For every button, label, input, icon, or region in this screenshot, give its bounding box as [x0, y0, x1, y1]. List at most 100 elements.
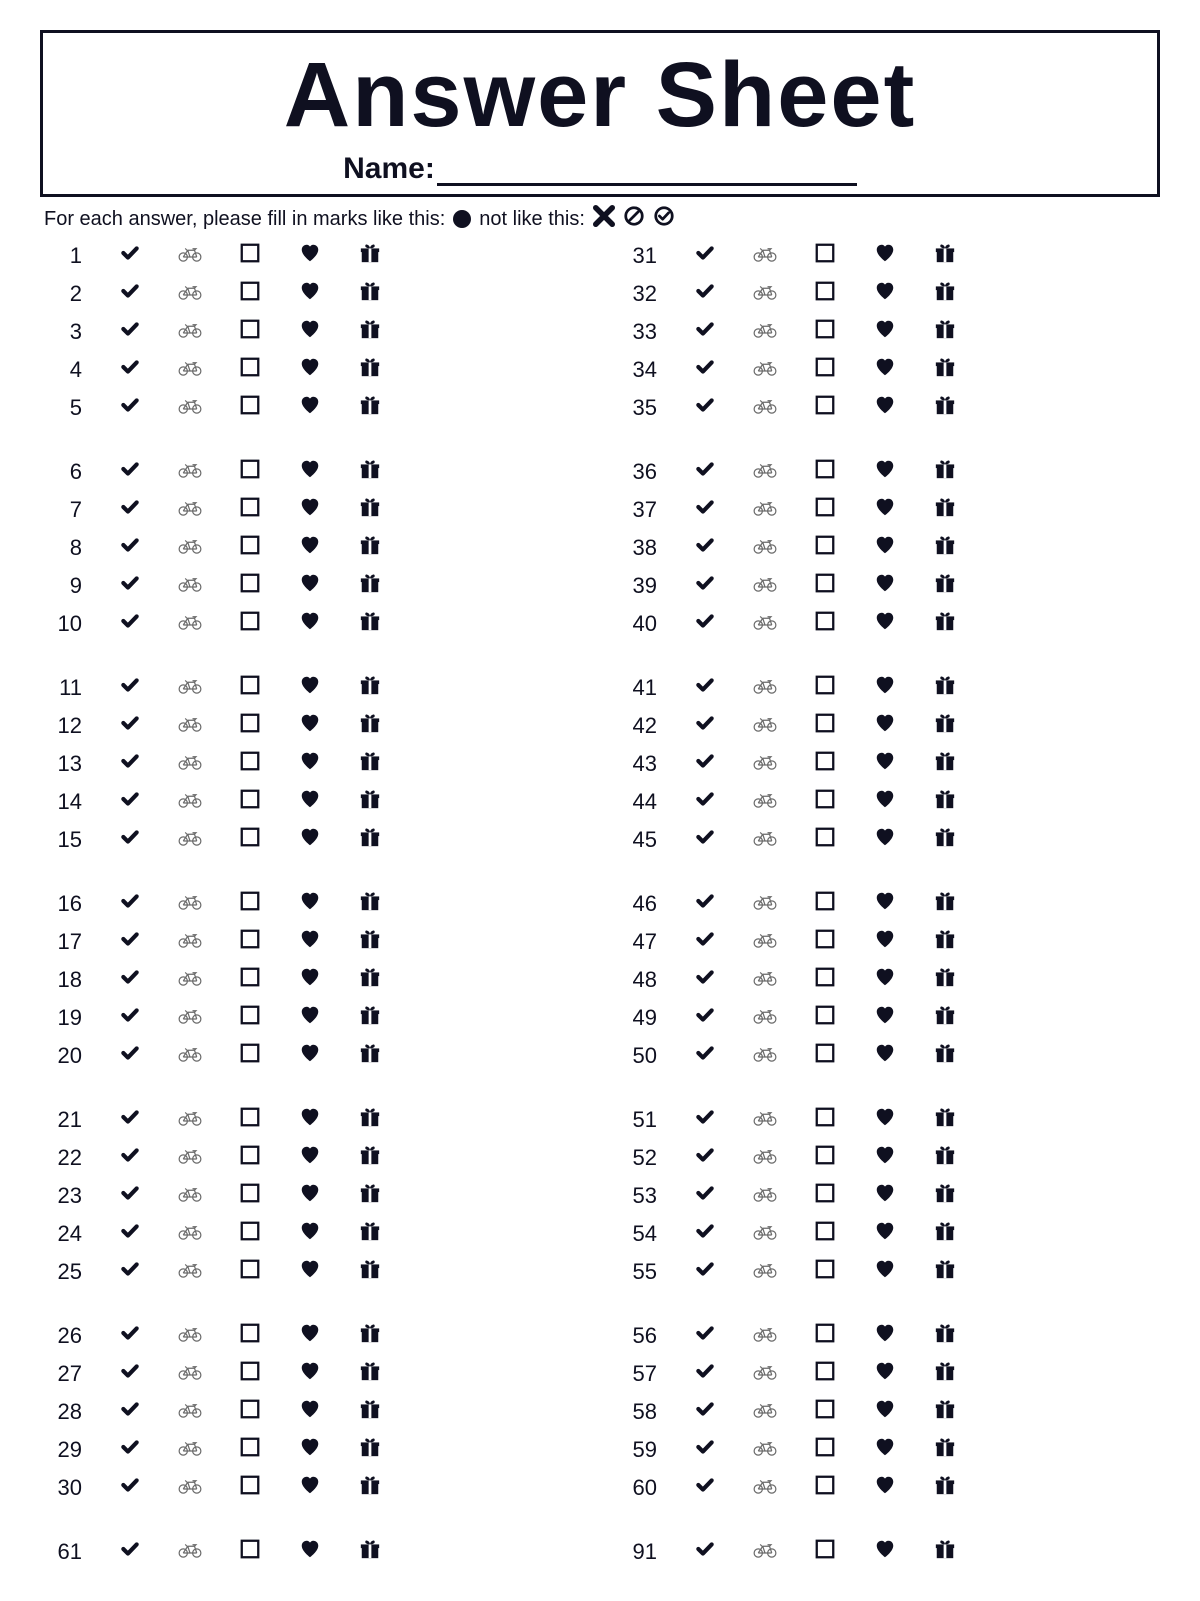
option-box-icon[interactable] [220, 788, 280, 816]
option-bike-icon[interactable] [160, 1221, 220, 1247]
option-bike-icon[interactable] [160, 1475, 220, 1501]
option-check-icon[interactable] [100, 751, 160, 777]
option-box-icon[interactable] [220, 1360, 280, 1388]
option-box-icon[interactable] [795, 1182, 855, 1210]
option-heart-icon[interactable] [855, 966, 915, 994]
option-box-icon[interactable] [795, 496, 855, 524]
option-box-icon[interactable] [795, 890, 855, 918]
option-check-icon[interactable] [100, 573, 160, 599]
option-gift-icon[interactable] [340, 928, 400, 956]
option-bike-icon[interactable] [735, 1107, 795, 1133]
option-bike-icon[interactable] [735, 1183, 795, 1209]
option-heart-icon[interactable] [280, 674, 340, 702]
option-check-icon[interactable] [100, 1539, 160, 1565]
option-bike-icon[interactable] [735, 1043, 795, 1069]
option-check-icon[interactable] [100, 1475, 160, 1501]
option-check-icon[interactable] [675, 1399, 735, 1425]
option-gift-icon[interactable] [340, 496, 400, 524]
option-heart-icon[interactable] [855, 674, 915, 702]
option-box-icon[interactable] [220, 674, 280, 702]
option-box-icon[interactable] [795, 1106, 855, 1134]
option-gift-icon[interactable] [340, 458, 400, 486]
option-heart-icon[interactable] [280, 458, 340, 486]
option-check-icon[interactable] [100, 243, 160, 269]
option-heart-icon[interactable] [855, 712, 915, 740]
option-bike-icon[interactable] [160, 281, 220, 307]
option-gift-icon[interactable] [915, 318, 975, 346]
option-check-icon[interactable] [675, 751, 735, 777]
option-bike-icon[interactable] [160, 319, 220, 345]
option-gift-icon[interactable] [340, 1322, 400, 1350]
option-box-icon[interactable] [795, 712, 855, 740]
option-gift-icon[interactable] [915, 534, 975, 562]
option-bike-icon[interactable] [735, 967, 795, 993]
option-gift-icon[interactable] [915, 242, 975, 270]
option-gift-icon[interactable] [340, 788, 400, 816]
option-gift-icon[interactable] [915, 712, 975, 740]
option-box-icon[interactable] [220, 1398, 280, 1426]
option-box-icon[interactable] [795, 788, 855, 816]
option-check-icon[interactable] [675, 1323, 735, 1349]
option-bike-icon[interactable] [160, 751, 220, 777]
option-box-icon[interactable] [795, 458, 855, 486]
option-gift-icon[interactable] [915, 890, 975, 918]
option-check-icon[interactable] [675, 967, 735, 993]
option-heart-icon[interactable] [280, 788, 340, 816]
option-bike-icon[interactable] [735, 1005, 795, 1031]
option-heart-icon[interactable] [855, 572, 915, 600]
option-gift-icon[interactable] [340, 1538, 400, 1566]
option-bike-icon[interactable] [160, 1183, 220, 1209]
option-gift-icon[interactable] [915, 280, 975, 308]
option-box-icon[interactable] [220, 1220, 280, 1248]
option-heart-icon[interactable] [280, 928, 340, 956]
option-heart-icon[interactable] [855, 1436, 915, 1464]
option-box-icon[interactable] [795, 826, 855, 854]
option-box-icon[interactable] [220, 572, 280, 600]
option-box-icon[interactable] [220, 1182, 280, 1210]
option-box-icon[interactable] [220, 1042, 280, 1070]
option-gift-icon[interactable] [915, 394, 975, 422]
option-heart-icon[interactable] [280, 1220, 340, 1248]
option-bike-icon[interactable] [160, 1107, 220, 1133]
option-heart-icon[interactable] [855, 1538, 915, 1566]
option-heart-icon[interactable] [280, 1042, 340, 1070]
option-check-icon[interactable] [100, 827, 160, 853]
option-heart-icon[interactable] [280, 1322, 340, 1350]
option-bike-icon[interactable] [160, 789, 220, 815]
option-heart-icon[interactable] [855, 534, 915, 562]
option-heart-icon[interactable] [280, 1398, 340, 1426]
option-gift-icon[interactable] [340, 712, 400, 740]
option-bike-icon[interactable] [160, 573, 220, 599]
option-check-icon[interactable] [675, 1475, 735, 1501]
option-box-icon[interactable] [220, 1144, 280, 1172]
option-box-icon[interactable] [220, 890, 280, 918]
option-check-icon[interactable] [675, 497, 735, 523]
option-heart-icon[interactable] [280, 242, 340, 270]
option-heart-icon[interactable] [855, 458, 915, 486]
option-bike-icon[interactable] [160, 929, 220, 955]
option-check-icon[interactable] [100, 789, 160, 815]
option-bike-icon[interactable] [160, 1259, 220, 1285]
option-gift-icon[interactable] [915, 1538, 975, 1566]
option-gift-icon[interactable] [915, 750, 975, 778]
option-box-icon[interactable] [795, 1474, 855, 1502]
option-bike-icon[interactable] [735, 827, 795, 853]
option-gift-icon[interactable] [915, 788, 975, 816]
option-check-icon[interactable] [675, 459, 735, 485]
option-check-icon[interactable] [100, 1437, 160, 1463]
option-gift-icon[interactable] [915, 1322, 975, 1350]
option-gift-icon[interactable] [340, 1144, 400, 1172]
option-check-icon[interactable] [100, 1221, 160, 1247]
option-check-icon[interactable] [100, 891, 160, 917]
option-check-icon[interactable] [675, 1107, 735, 1133]
option-box-icon[interactable] [795, 1144, 855, 1172]
option-gift-icon[interactable] [340, 356, 400, 384]
option-bike-icon[interactable] [735, 1399, 795, 1425]
option-box-icon[interactable] [795, 1538, 855, 1566]
option-heart-icon[interactable] [280, 496, 340, 524]
option-box-icon[interactable] [220, 458, 280, 486]
option-box-icon[interactable] [795, 1042, 855, 1070]
option-gift-icon[interactable] [340, 1436, 400, 1464]
option-check-icon[interactable] [100, 1183, 160, 1209]
option-bike-icon[interactable] [160, 1361, 220, 1387]
